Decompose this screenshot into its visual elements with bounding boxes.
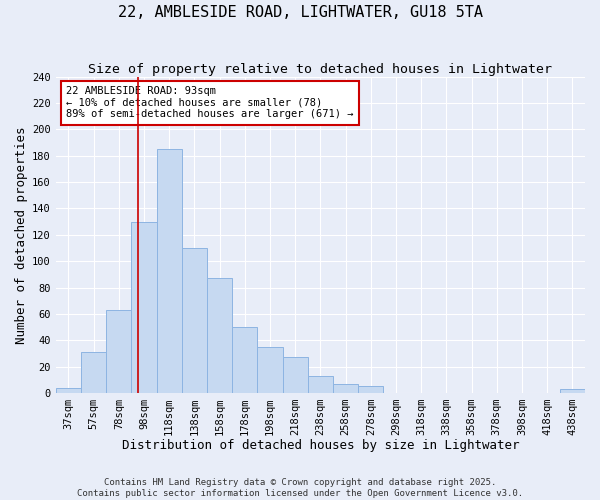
Bar bbox=[283, 358, 308, 393]
Bar bbox=[131, 222, 157, 393]
Bar bbox=[257, 347, 283, 393]
Bar bbox=[308, 376, 333, 393]
Bar bbox=[106, 310, 131, 393]
Bar bbox=[157, 149, 182, 393]
Y-axis label: Number of detached properties: Number of detached properties bbox=[15, 126, 28, 344]
Text: 22, AMBLESIDE ROAD, LIGHTWATER, GU18 5TA: 22, AMBLESIDE ROAD, LIGHTWATER, GU18 5TA bbox=[118, 5, 482, 20]
Bar bbox=[56, 388, 81, 393]
X-axis label: Distribution of detached houses by size in Lightwater: Distribution of detached houses by size … bbox=[122, 440, 519, 452]
Bar bbox=[81, 352, 106, 393]
Bar bbox=[358, 386, 383, 393]
Bar bbox=[182, 248, 207, 393]
Bar bbox=[207, 278, 232, 393]
Bar bbox=[560, 389, 585, 393]
Bar bbox=[232, 327, 257, 393]
Text: 22 AMBLESIDE ROAD: 93sqm
← 10% of detached houses are smaller (78)
89% of semi-d: 22 AMBLESIDE ROAD: 93sqm ← 10% of detach… bbox=[67, 86, 354, 120]
Title: Size of property relative to detached houses in Lightwater: Size of property relative to detached ho… bbox=[88, 62, 553, 76]
Text: Contains HM Land Registry data © Crown copyright and database right 2025.
Contai: Contains HM Land Registry data © Crown c… bbox=[77, 478, 523, 498]
Bar bbox=[333, 384, 358, 393]
